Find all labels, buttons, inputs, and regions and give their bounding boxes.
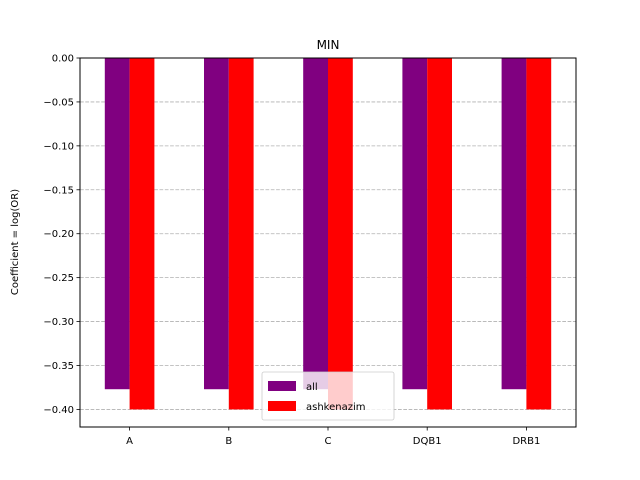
bar-ashkenazim-B xyxy=(228,58,254,410)
x-tick-label: DRB1 xyxy=(512,436,540,447)
y-axis-label: Coefficient = log(OR) xyxy=(10,189,21,295)
legend-swatch-ashkenazim xyxy=(268,401,296,411)
legend-label-ashkenazim: ashkenazim xyxy=(306,402,366,413)
legend-label-all: all xyxy=(306,382,318,393)
y-tick-label: −0.25 xyxy=(43,273,74,284)
bar-all-A xyxy=(104,58,130,390)
y-tick-label: −0.10 xyxy=(43,141,74,152)
x-tick-label: B xyxy=(225,436,232,447)
y-axis-ticks: 0.00 −0.05 −0.10 −0.15 −0.20 −0.25 −0.30 −0.35 −… xyxy=(43,54,80,416)
bar-ashkenazim-A xyxy=(129,58,155,410)
chart-title: MIN xyxy=(317,38,340,52)
y-tick-label: −0.15 xyxy=(43,185,74,196)
y-tick-label: 0.00 xyxy=(52,54,74,65)
x-axis-ticks: A B C DQB1 DRB1 xyxy=(126,427,540,447)
x-tick-label: A xyxy=(126,436,133,447)
bar-all-DRB1 xyxy=(501,58,527,390)
bar-all-DQB1 xyxy=(402,58,428,390)
y-tick-label: −0.30 xyxy=(43,317,74,328)
bar-ashkenazim-DQB1 xyxy=(427,58,452,410)
legend: all ashkenazim xyxy=(261,371,395,421)
legend-swatch-all xyxy=(268,381,296,391)
bar-all-B xyxy=(204,58,229,390)
y-tick-label: −0.35 xyxy=(43,361,74,372)
bars xyxy=(104,58,552,410)
y-tick-label: −0.40 xyxy=(43,405,74,416)
x-tick-label: DQB1 xyxy=(413,436,442,447)
y-tick-label: −0.05 xyxy=(43,97,74,108)
bar-ashkenazim-C xyxy=(328,58,353,410)
bar-ashkenazim-DRB1 xyxy=(526,58,552,410)
y-tick-label: −0.20 xyxy=(43,229,74,240)
x-tick-label: C xyxy=(325,436,332,447)
bar-all-C xyxy=(303,58,328,390)
